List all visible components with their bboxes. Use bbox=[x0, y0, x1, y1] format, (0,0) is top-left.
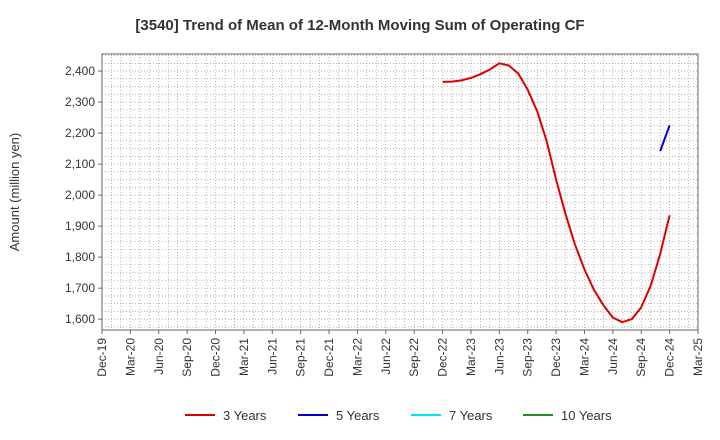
x-tick-label: Mar-20 bbox=[123, 338, 137, 376]
x-tick-label: Sep-21 bbox=[294, 338, 308, 377]
y-tick-label: 2,200 bbox=[65, 126, 95, 140]
y-tick-label: 2,400 bbox=[65, 64, 95, 78]
x-tick-label: Dec-23 bbox=[549, 338, 563, 377]
legend-label: 5 Years bbox=[336, 408, 380, 423]
y-axis-label: Amount (million yen) bbox=[7, 133, 22, 252]
y-tick-label: 1,900 bbox=[65, 219, 95, 233]
y-tick-label: 1,600 bbox=[65, 312, 95, 326]
y-tick-label: 2,100 bbox=[65, 157, 95, 171]
series-line bbox=[442, 62, 671, 324]
x-tick-label: Sep-22 bbox=[407, 338, 421, 377]
legend-label: 10 Years bbox=[561, 408, 612, 423]
x-tick-label: Mar-25 bbox=[691, 338, 705, 376]
x-tick-label: Mar-23 bbox=[464, 338, 478, 376]
series-line bbox=[659, 124, 671, 152]
x-tick-label: Mar-21 bbox=[237, 338, 251, 376]
x-tick-label: Jun-22 bbox=[379, 338, 393, 375]
y-tick-label: 2,000 bbox=[65, 188, 95, 202]
legend-label: 7 Years bbox=[449, 408, 493, 423]
x-tick-label: Mar-24 bbox=[577, 338, 591, 376]
x-tick-label: Dec-21 bbox=[322, 338, 336, 377]
y-tick-label: 1,800 bbox=[65, 250, 95, 264]
chart-title: [3540] Trend of Mean of 12-Month Moving … bbox=[135, 17, 584, 34]
legend-label: 3 Years bbox=[223, 408, 267, 423]
x-tick-label: Dec-20 bbox=[209, 338, 223, 377]
x-tick-label: Jun-21 bbox=[265, 338, 279, 375]
x-axis-ticks: Dec-19 Mar-20 Jun-20 Sep-20 Dec-20 Mar-21 Jun-… bbox=[95, 330, 705, 377]
x-tick-label: Sep-24 bbox=[634, 338, 648, 377]
x-tick-label: Mar-22 bbox=[350, 338, 364, 376]
x-tick-label: Dec-19 bbox=[95, 338, 109, 377]
x-tick-label: Jun-23 bbox=[492, 338, 506, 375]
y-tick-label: 1,700 bbox=[65, 281, 95, 295]
plot-area-frame bbox=[101, 53, 699, 331]
x-tick-label: Jun-24 bbox=[606, 338, 620, 375]
x-tick-label: Dec-22 bbox=[436, 338, 450, 377]
x-tick-label: Sep-20 bbox=[180, 338, 194, 377]
grid-lines bbox=[101, 54, 699, 330]
y-axis-ticks: 1,600 1,700 1,800 1,900 2,000 2,100 2,200 2,300… bbox=[65, 64, 102, 326]
x-tick-label: Jun-20 bbox=[152, 338, 166, 375]
series-lines bbox=[442, 62, 671, 324]
y-tick-label: 2,300 bbox=[65, 95, 95, 109]
legend: 3 Years 5 Years 7 Years 10 Years bbox=[185, 408, 612, 423]
x-tick-label: Sep-23 bbox=[521, 338, 535, 377]
x-tick-label: Dec-24 bbox=[663, 338, 677, 377]
